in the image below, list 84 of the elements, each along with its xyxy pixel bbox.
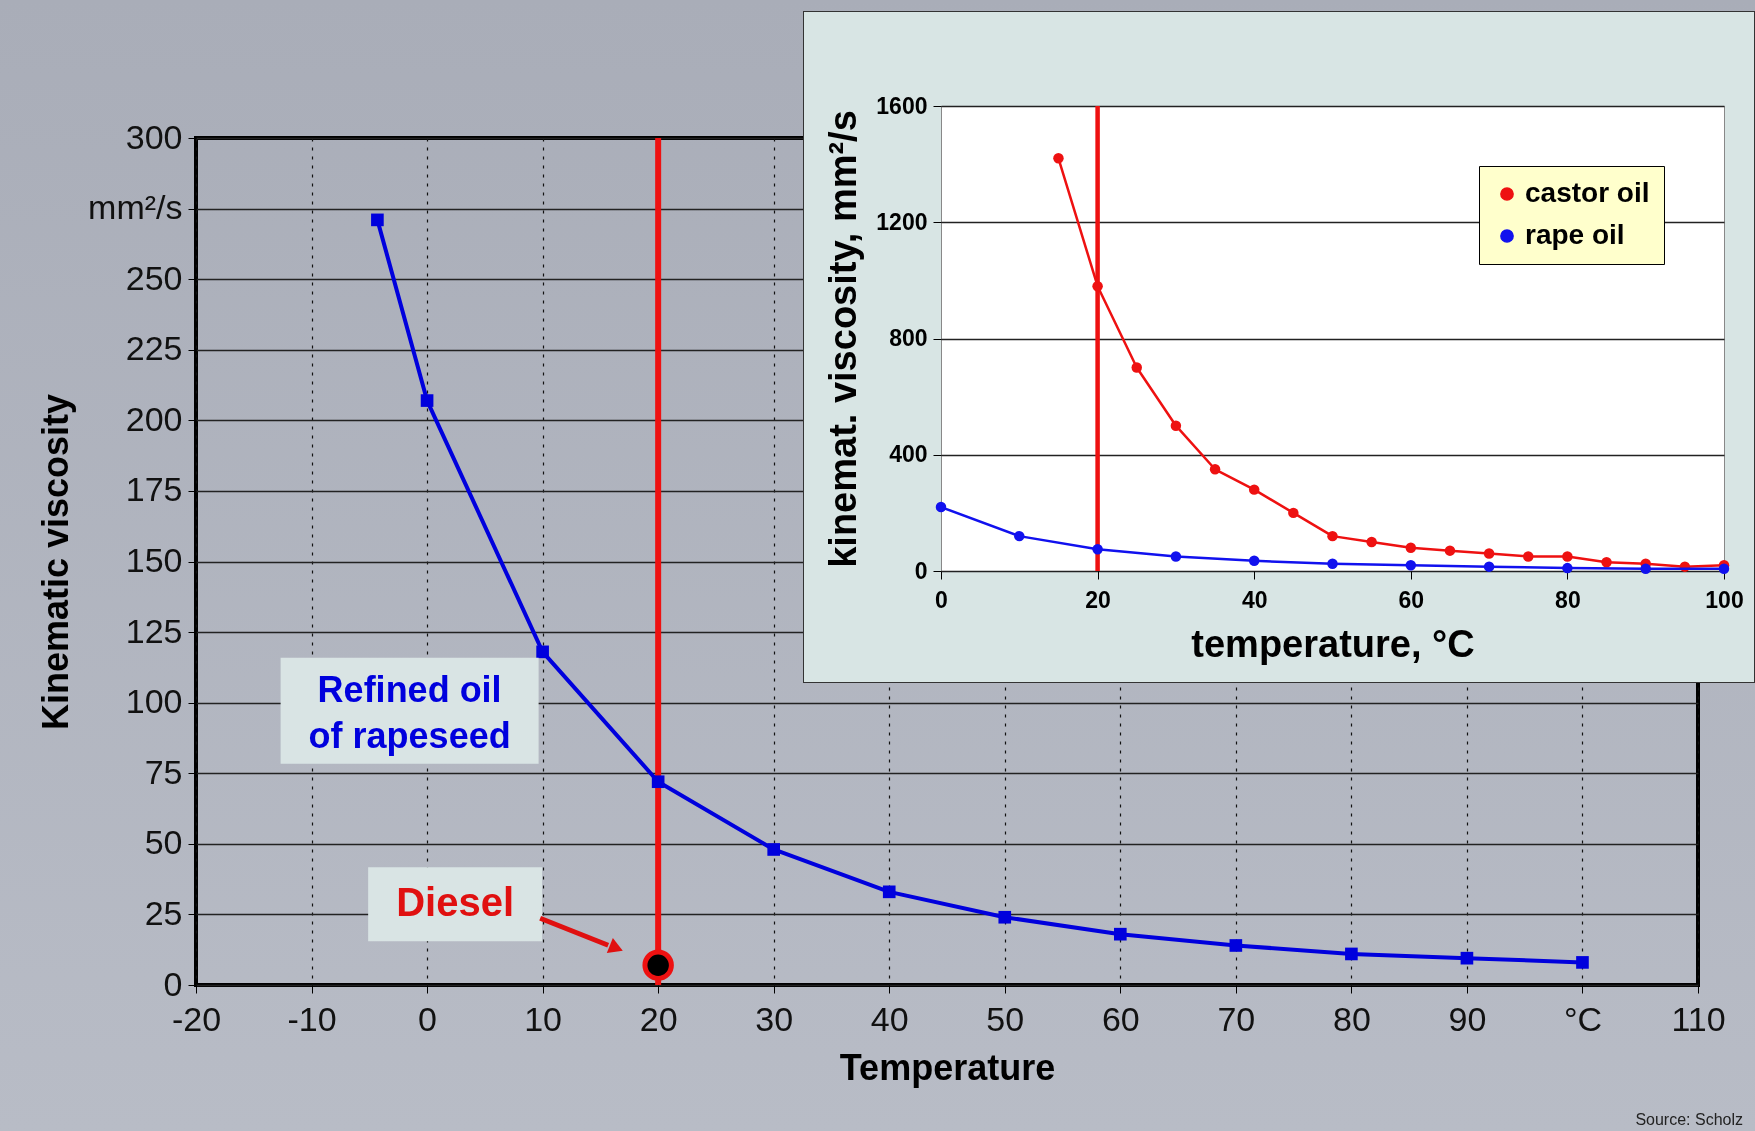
- y-tick-label: 250: [125, 258, 183, 297]
- point: [1718, 563, 1730, 574]
- point: [1366, 536, 1377, 548]
- y-tick-label: 800: [889, 325, 928, 351]
- x-tick-label: 70: [1217, 999, 1256, 1038]
- point: [1170, 420, 1182, 431]
- legend-label: castor oil: [1525, 177, 1650, 208]
- x-tick-label: -10: [287, 999, 337, 1038]
- source-note: Source: Scholz: [1635, 1111, 1743, 1129]
- x-tick-label: 30: [755, 999, 794, 1038]
- point: [1345, 947, 1358, 961]
- x-axis-title: temperature, °C: [1191, 622, 1475, 665]
- point: [1483, 561, 1495, 572]
- x-tick-label: 10: [524, 999, 563, 1038]
- y-tick-label: mm²/s: [88, 188, 183, 227]
- point: [1444, 545, 1456, 556]
- point: [1092, 543, 1103, 555]
- point: [1405, 542, 1417, 553]
- x-tick-label: 50: [986, 999, 1025, 1038]
- y-tick-label: 1200: [876, 208, 928, 235]
- point: [1327, 530, 1338, 542]
- point: [536, 645, 549, 659]
- point: [651, 775, 665, 789]
- y-tick-label: 400: [889, 441, 928, 468]
- x-axis-title: Temperature: [839, 1046, 1056, 1088]
- x-tick-label: 40: [870, 999, 909, 1038]
- x-tick-label: 40: [1241, 586, 1268, 613]
- y-tick-label: 300: [125, 117, 183, 156]
- y-tick-label: 1600: [876, 92, 928, 119]
- point: [1601, 557, 1612, 568]
- point: [1562, 551, 1573, 562]
- y-tick-label: 200: [125, 399, 183, 438]
- point: [1327, 558, 1338, 569]
- y-tick-label: 150: [125, 541, 183, 579]
- point: [1523, 551, 1534, 562]
- point: [1053, 153, 1064, 164]
- x-tick-label: 60: [1398, 586, 1425, 613]
- y-axis-title: Kinematic viscosity: [35, 393, 77, 731]
- point: [1405, 559, 1417, 571]
- y-tick-label: 225: [125, 329, 183, 368]
- point: [1576, 956, 1589, 969]
- point: [1131, 362, 1142, 373]
- point: [1248, 555, 1260, 567]
- y-tick-label: 175: [125, 470, 183, 509]
- point: [935, 501, 947, 513]
- y-axis-title: kinemat. viscosity, mm²/s: [822, 110, 865, 568]
- x-tick-label: 100: [1705, 586, 1744, 613]
- x-tick-label: 80: [1555, 586, 1581, 613]
- point: [1229, 939, 1243, 952]
- point: [420, 394, 434, 407]
- point: [998, 910, 1012, 924]
- point: [1209, 464, 1221, 475]
- x-tick-label: 20: [1085, 586, 1111, 613]
- point: [1288, 507, 1299, 519]
- point: [882, 885, 896, 899]
- x-tick-label: 0: [935, 586, 948, 613]
- x-tick-label: 0: [418, 999, 438, 1038]
- series-label: Refined oil of rapeseed: [308, 668, 511, 756]
- point: [767, 843, 781, 856]
- x-tick-label: 60: [1101, 999, 1140, 1038]
- x-tick-label: 20: [639, 999, 678, 1038]
- text: Diesel: [396, 880, 515, 925]
- legend-label: rape oil: [1525, 219, 1625, 250]
- point: [371, 213, 384, 227]
- x-tick-label: °C: [1563, 999, 1603, 1038]
- point: [1562, 562, 1573, 574]
- point: [1092, 280, 1103, 292]
- point: [1113, 927, 1127, 941]
- y-tick-label: 50: [144, 823, 183, 862]
- point: [642, 949, 674, 981]
- x-tick-label: 90: [1448, 999, 1487, 1038]
- point: [1014, 530, 1025, 542]
- y-tick-label: 100: [125, 682, 183, 721]
- point: [1640, 563, 1651, 574]
- x-tick-label: 110: [1671, 999, 1726, 1038]
- x-tick-label: 80: [1332, 999, 1371, 1038]
- point: [1170, 551, 1182, 562]
- y-tick-label: 25: [144, 893, 183, 932]
- point: [1248, 484, 1260, 495]
- point: [1460, 951, 1474, 965]
- y-tick-label: 125: [125, 611, 183, 650]
- point: [1483, 548, 1495, 559]
- y-tick-label: 0: [914, 557, 928, 584]
- y-tick-label: 75: [144, 752, 183, 791]
